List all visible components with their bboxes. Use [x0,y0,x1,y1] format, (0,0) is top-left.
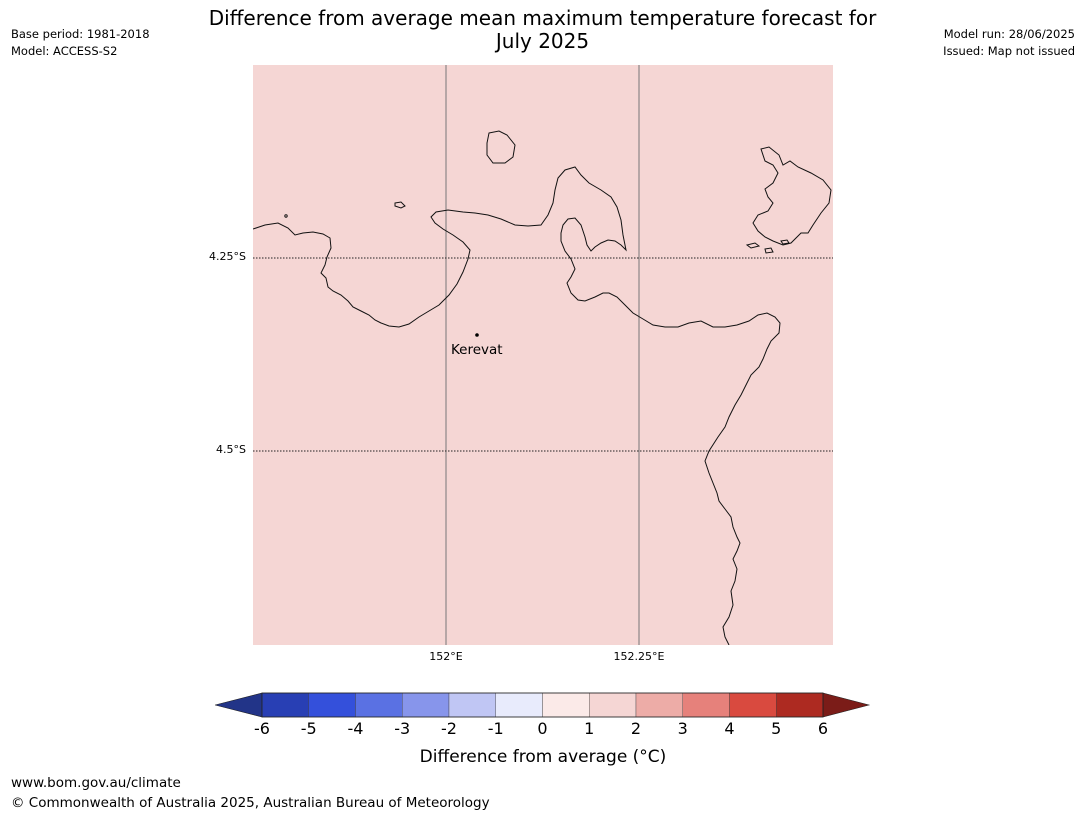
colorbar-segment [635,692,683,718]
lon-label-152e: 152°E [429,650,463,663]
colorbar-segment [542,692,590,718]
base-period: Base period: 1981-2018 [11,27,150,41]
colorbar-segment [308,692,356,718]
colorbar-extend-low [215,692,263,718]
colorbar-segment [448,692,496,718]
islet-east-2 [764,247,774,254]
colorbar [215,692,871,718]
header-right: Model run: 28/06/2025 Issued: Map not is… [943,26,1075,60]
lon-label-152-25e: 152.25°E [613,650,665,663]
title-line-1: Difference from average mean maximum tem… [208,6,877,30]
lat-label-4-25s: 4.25°S [209,250,246,263]
issued-status: Issued: Map not issued [943,44,1075,58]
header-left: Base period: 1981-2018 Model: ACCESS-S2 [11,26,150,60]
colorbar-tick-label: 5 [771,719,782,738]
map-canvas [253,65,833,645]
colorbar-tick-label: 2 [630,719,642,738]
model-run: Model run: 28/06/2025 [943,27,1075,41]
colorbar-segment [402,692,450,718]
colorbar-tick-label: 0 [537,719,548,738]
model-name: Model: ACCESS-S2 [11,44,118,58]
islet-east-3 [780,239,790,245]
colorbar-segment [355,692,403,718]
islet-dot [284,214,288,218]
colorbar-tick-label: 6 [817,719,829,738]
kerevat-marker [475,333,479,337]
colorbar-segment [729,692,777,718]
duke-of-york-islands [752,146,832,246]
colorbar-tick-label: -4 [347,719,364,738]
colorbar-tick-label: -3 [394,719,411,738]
colorbar-tick-label: -6 [254,719,270,738]
colorbar-border [261,692,824,718]
lat-label-4-5s: 4.5°S [216,443,246,456]
map-title: Difference from average mean maximum tem… [170,7,915,53]
map-panel: Kerevat [253,65,833,645]
colorbar-tick-label: -1 [487,719,504,738]
colorbar-tick-label: -2 [441,719,457,738]
island-north [486,130,516,164]
footer-url[interactable]: www.bom.gov.au/climate [11,775,181,791]
title-line-2: July 2025 [495,29,590,53]
kerevat-label: Kerevat [451,342,503,358]
footer-copyright: © Commonwealth of Australia 2025, Austra… [11,795,490,811]
colorbar-segment [589,692,637,718]
colorbar-segment [682,692,730,718]
islet-west [394,201,406,209]
colorbar-segment [776,692,824,718]
colorbar-tick-label: 3 [677,719,688,738]
coastline-main [253,166,781,645]
coastline [253,130,832,645]
colorbar-tick-label: -5 [300,719,317,738]
colorbar-segment [495,692,543,718]
islet-east-1 [745,242,761,249]
colorbar-tick-label: 4 [724,719,735,738]
colorbar-extend-high [822,692,871,718]
colorbar-segment [261,692,309,718]
colorbar-tick-label: 1 [584,719,595,738]
colorbar-label: Difference from average (°C) [419,747,667,767]
